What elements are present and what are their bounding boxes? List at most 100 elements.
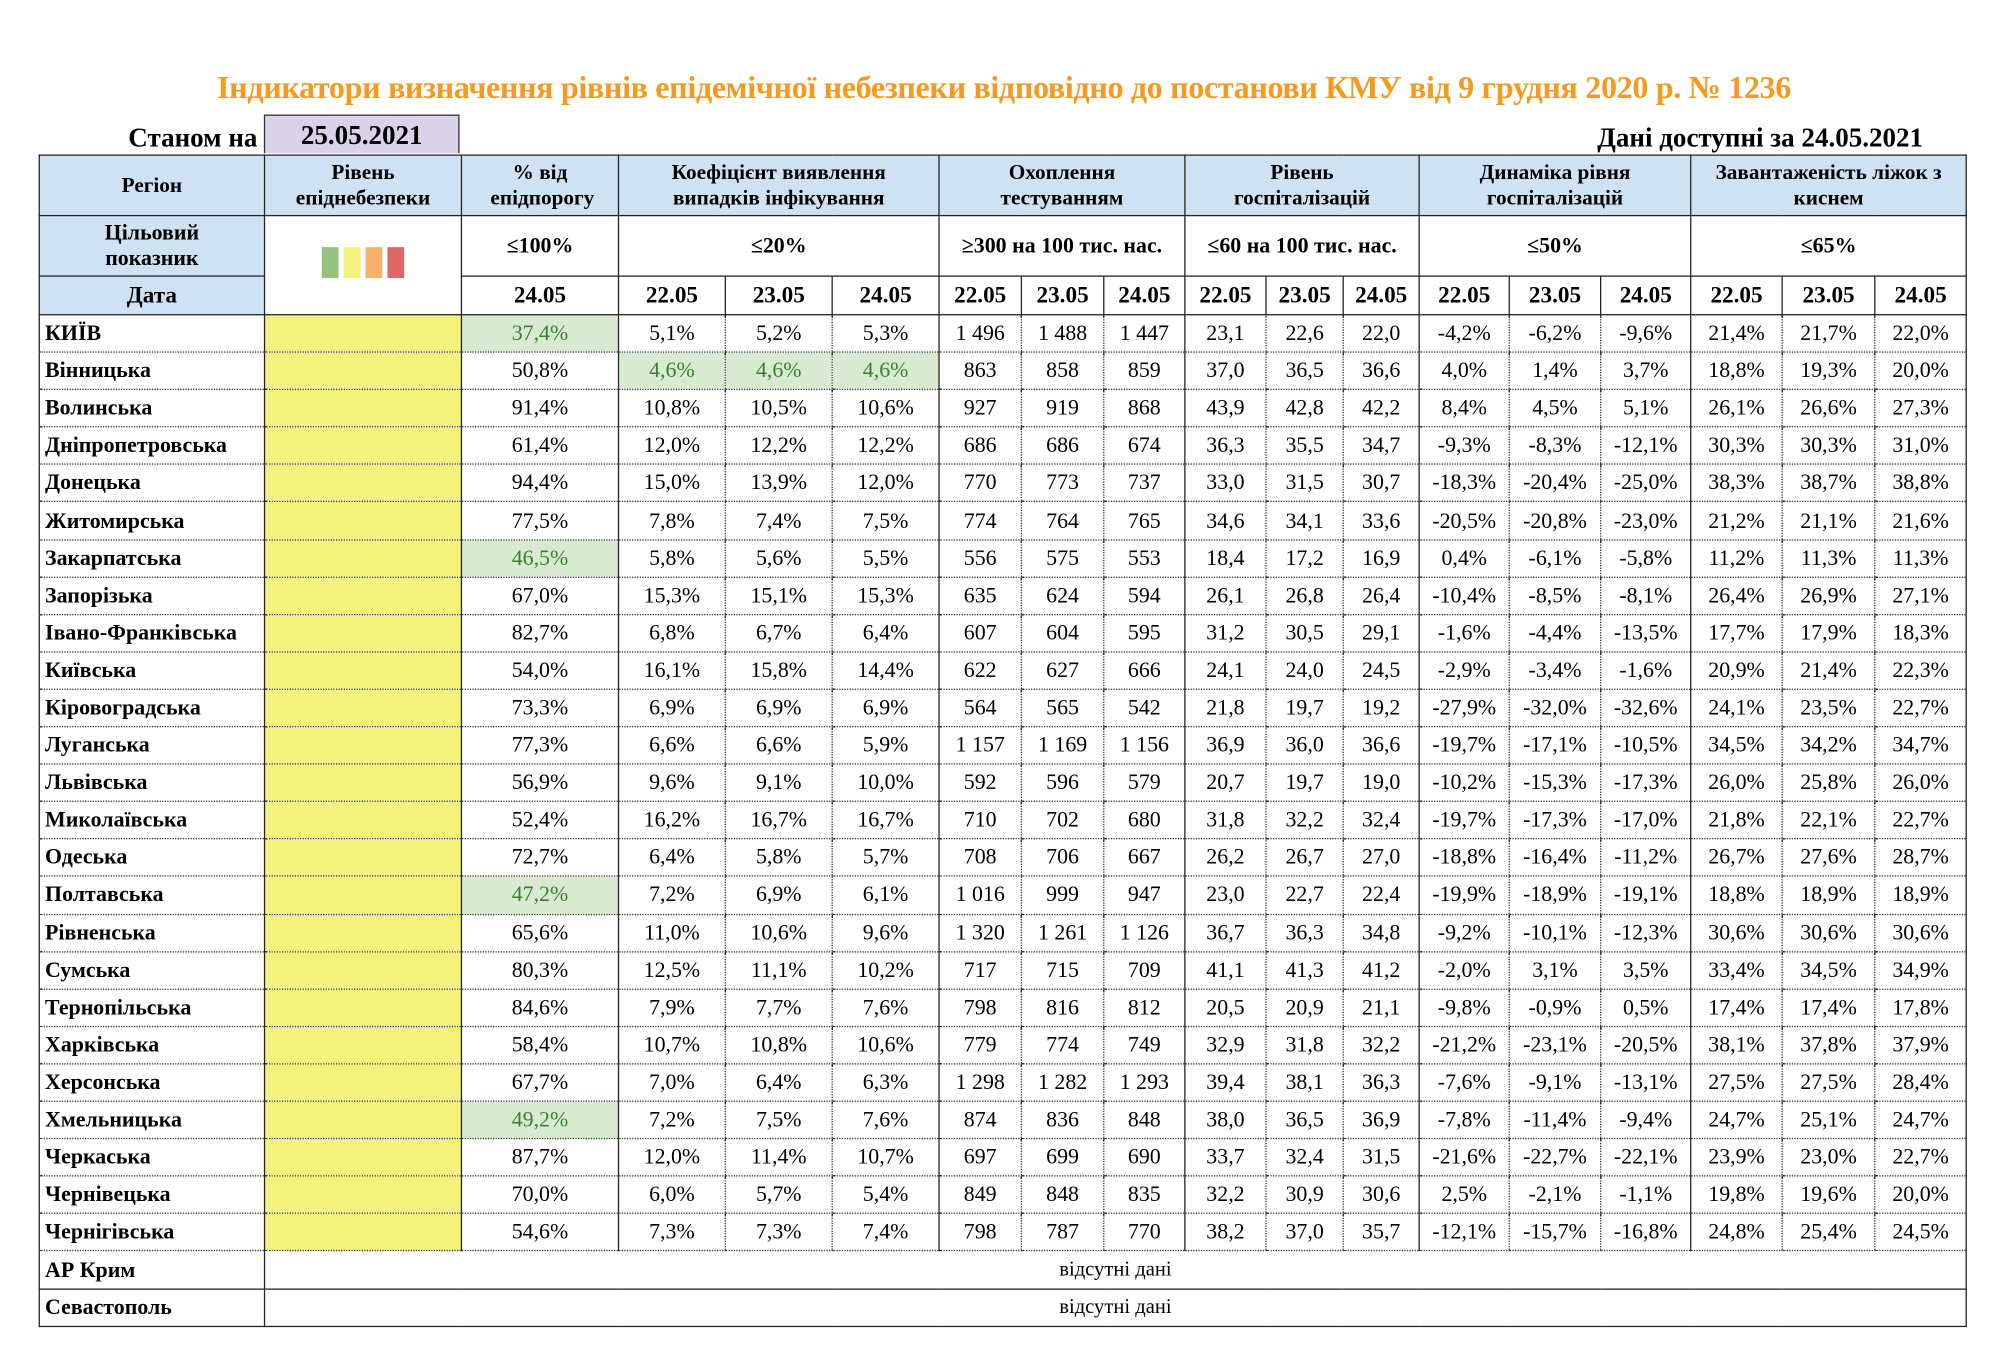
beds-value: 26,6% xyxy=(1781,389,1875,428)
beds-value: 27,3% xyxy=(1874,389,1967,428)
coef-value: 6,6% xyxy=(617,726,726,765)
region-name: АР Крим xyxy=(38,1250,266,1290)
dyn-value: -27,9% xyxy=(1418,689,1510,728)
hosp-value: 31,5 xyxy=(1265,464,1344,503)
coef-value: 11,4% xyxy=(724,1138,833,1177)
hosp-value: 18,4 xyxy=(1184,539,1267,578)
pct-of-threshold: 87,7% xyxy=(460,1138,619,1177)
beds-value: 17,4% xyxy=(1690,988,1783,1027)
level-indicator xyxy=(263,1213,463,1252)
dyn-value: -13,1% xyxy=(1600,1063,1691,1102)
testing-value: 1 293 xyxy=(1103,1063,1185,1102)
hosp-value: 30,9 xyxy=(1265,1176,1344,1215)
hosp-value: 36,6 xyxy=(1342,352,1420,391)
hosp-value: 24,5 xyxy=(1342,651,1420,690)
region-name: Одеська xyxy=(38,839,265,878)
dyn-value: -6,2% xyxy=(1508,314,1601,353)
date-label: Дата xyxy=(38,275,266,316)
hosp-value: 32,2 xyxy=(1342,1026,1420,1065)
beds-value: 22,7% xyxy=(1874,1138,1967,1177)
pct-of-threshold: 56,9% xyxy=(460,764,619,803)
beds-value: 18,8% xyxy=(1690,352,1783,391)
header-testing: Охоплення тестуванням xyxy=(938,154,1186,217)
coef-value: 7,6% xyxy=(831,1101,940,1140)
dyn-value: -21,2% xyxy=(1418,1026,1510,1065)
level-indicator xyxy=(263,839,463,878)
coef-value: 7,0% xyxy=(617,1063,726,1102)
header-beds: Завантаженість ліжок з киснем xyxy=(1690,154,1967,217)
region-name: Волинська xyxy=(38,389,265,428)
dyn-value: 8,4% xyxy=(1418,389,1510,428)
level-indicator xyxy=(263,501,463,541)
region-name: Тернопільська xyxy=(38,988,265,1027)
coef-value: 6,9% xyxy=(617,689,726,728)
dyn-value: -2,1% xyxy=(1508,1176,1601,1215)
dyn-value: -12,1% xyxy=(1418,1213,1510,1252)
testing-value: 717 xyxy=(938,951,1022,990)
coef-value: 5,3% xyxy=(831,314,940,353)
hosp-value: 32,4 xyxy=(1342,801,1420,840)
hosp-value: 35,5 xyxy=(1265,427,1344,466)
dyn-value: -5,8% xyxy=(1600,539,1691,578)
beds-value: 34,7% xyxy=(1874,726,1967,765)
beds-value: 30,6% xyxy=(1781,913,1875,953)
target-dyn: ≤50% xyxy=(1418,214,1692,277)
beds-value: 27,5% xyxy=(1781,1063,1875,1102)
hosp-value: 36,5 xyxy=(1265,352,1344,391)
hosp-value: 33,0 xyxy=(1184,464,1267,503)
coef-value: 7,3% xyxy=(617,1213,726,1252)
beds-value: 21,2% xyxy=(1690,501,1783,541)
hosp-value: 36,6 xyxy=(1342,726,1420,765)
region-name: Миколаївська xyxy=(38,801,265,840)
testing-value: 565 xyxy=(1020,689,1104,728)
table-row: Івано-Франківська 82,7% 6,8% 6,7% 6,4% 607 604… xyxy=(38,614,1967,653)
region-name: Сумська xyxy=(38,951,265,990)
report-title: Індикатори визначення рівнів епідемічної… xyxy=(217,70,1791,106)
testing-value: 595 xyxy=(1103,614,1185,653)
region-name: Івано-Франківська xyxy=(38,614,265,653)
date-row: Дата 24.05 22.05 23.05 24.05 22.05 23.05 24.0… xyxy=(38,275,1967,316)
beds-value: 30,3% xyxy=(1781,427,1875,466)
coef-value: 12,0% xyxy=(617,1138,726,1177)
testing-value: 764 xyxy=(1020,501,1104,541)
pct-of-threshold: 54,6% xyxy=(460,1213,619,1252)
hosp-value: 24,1 xyxy=(1184,651,1267,690)
testing-value: 1 016 xyxy=(938,876,1022,915)
beds-value: 23,0% xyxy=(1781,1138,1875,1177)
coef-value: 16,1% xyxy=(617,651,726,690)
pct-of-threshold: 65,6% xyxy=(460,913,619,953)
dyn-value: -7,6% xyxy=(1418,1063,1510,1102)
beds-value: 22,1% xyxy=(1781,801,1875,840)
hosp-value: 26,4 xyxy=(1342,576,1420,615)
table-row: Чернівецька 70,0% 6,0% 5,7% 5,4% 849 848 835 32,… xyxy=(38,1176,1967,1215)
beds-value: 26,0% xyxy=(1690,764,1783,803)
hosp-value: 36,9 xyxy=(1342,1101,1420,1140)
coef-value: 7,7% xyxy=(724,988,833,1027)
hosp-value: 38,2 xyxy=(1184,1213,1267,1252)
level-indicator xyxy=(263,614,463,653)
beds-value: 28,7% xyxy=(1874,839,1967,878)
level-indicator xyxy=(263,764,463,803)
coef-value: 6,4% xyxy=(617,839,726,878)
table-row: Чернігівська 54,6% 7,3% 7,3% 7,4% 798 787 770 38… xyxy=(38,1213,1967,1252)
coef-value: 10,6% xyxy=(724,913,833,953)
testing-value: 564 xyxy=(938,689,1022,728)
beds-value: 26,9% xyxy=(1781,576,1875,615)
beds-value: 27,6% xyxy=(1781,839,1875,878)
testing-value: 699 xyxy=(1020,1138,1104,1177)
hosp-value: 36,3 xyxy=(1342,1063,1420,1102)
hosp-value: 21,8 xyxy=(1184,689,1267,728)
dyn-value: -7,8% xyxy=(1418,1101,1510,1140)
table-row: Полтавська 47,2% 7,2% 6,9% 6,1% 1 016 999 947 23… xyxy=(38,876,1967,915)
testing-value: 798 xyxy=(938,988,1022,1027)
coef-value: 6,9% xyxy=(831,689,940,728)
coef-value: 10,7% xyxy=(617,1026,726,1065)
level-indicator xyxy=(263,651,463,690)
testing-value: 770 xyxy=(938,464,1022,503)
hosp-value: 34,8 xyxy=(1342,913,1420,953)
coef-value: 10,5% xyxy=(724,389,833,428)
coef-value: 7,2% xyxy=(617,1101,726,1140)
hosp-value: 24,0 xyxy=(1265,651,1344,690)
hosp-value: 37,0 xyxy=(1265,1213,1344,1252)
dyn-value: -15,3% xyxy=(1508,764,1601,803)
